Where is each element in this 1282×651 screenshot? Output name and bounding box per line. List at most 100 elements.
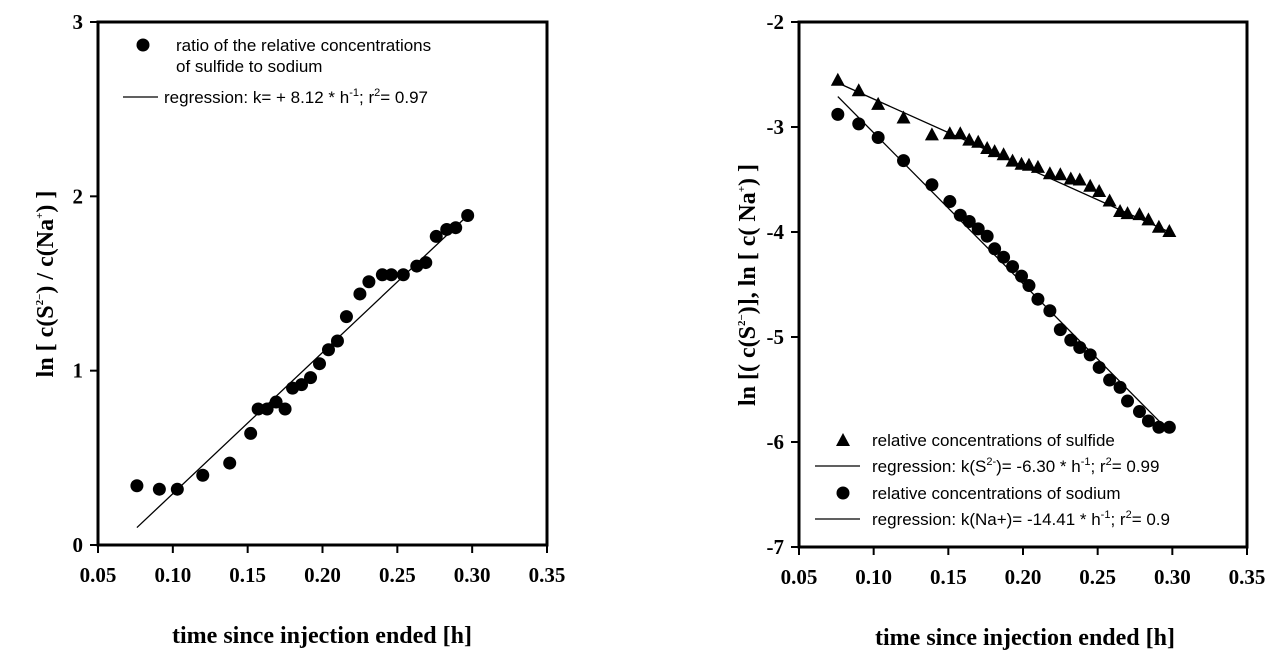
- tick-label-group: 0.05 0.10 0.15 0.20 0.25 0.30 0.35 -2 -3 -4 -5 -6 -7: [767, 10, 1266, 589]
- data-point: [1006, 260, 1020, 274]
- data-point: [1064, 333, 1078, 347]
- data-point: [924, 127, 939, 141]
- tick-label-group: 0.05 0.10 0.15 0.20 0.25 0.30 0.35 0 1 2 3: [73, 10, 566, 587]
- legend: ratio of the relative concentrations of …: [123, 36, 431, 107]
- data-point: [313, 357, 327, 371]
- data-point: [1141, 212, 1156, 226]
- data-point: [260, 402, 274, 416]
- data-point: [831, 107, 845, 121]
- y-axis-label: ln [( c(S2−)], ln [ c( Na+) ]: [735, 164, 761, 406]
- data-point: [1015, 269, 1029, 283]
- data-point: [223, 456, 237, 470]
- data-point: [830, 72, 845, 86]
- data-point: [375, 268, 389, 282]
- y-tick-label: 3: [73, 10, 84, 34]
- data-point: [852, 117, 866, 131]
- data-point: [851, 83, 866, 97]
- y-tick-label: 2: [73, 184, 84, 208]
- y-tick-label: -3: [767, 115, 785, 139]
- x-tick-label: 0.10: [855, 565, 892, 589]
- legend: relative concentrations of sulfide regre…: [815, 431, 1170, 529]
- data-point: [1043, 304, 1057, 318]
- data-point: [1151, 219, 1166, 233]
- y-tick-label: -6: [767, 430, 785, 454]
- chart-right: 0.05 0.10 0.15 0.20 0.25 0.30 0.35 -2 -3 -4 -5 -6 -7…: [735, 10, 1265, 651]
- legend-circle-marker: [836, 486, 850, 500]
- data-point: [130, 479, 144, 493]
- data-point: [871, 131, 885, 144]
- data-point: [429, 229, 443, 243]
- data-point: [1083, 178, 1098, 192]
- legend-label-ratio-line2: of sulfide to sodium: [176, 57, 322, 76]
- y-tick-label: -4: [767, 220, 785, 244]
- y-tick-label: -5: [767, 325, 785, 349]
- data-point: [244, 426, 258, 440]
- data-point: [1132, 405, 1146, 419]
- chart-left: 0.05 0.10 0.15 0.20 0.25 0.30 0.35 0 1 2 3 ratio o…: [33, 10, 565, 649]
- data-point: [988, 242, 1002, 256]
- data-point: [925, 178, 939, 192]
- data-points-sodium: [831, 107, 1176, 434]
- x-tick-label: 0.15: [229, 563, 266, 587]
- x-tick-label: 0.20: [1005, 565, 1042, 589]
- data-point: [1092, 184, 1107, 198]
- data-point: [449, 221, 463, 235]
- x-axis-label: time since injection ended [h]: [875, 625, 1175, 651]
- x-tick-label: 0.10: [154, 563, 191, 587]
- data-point: [1030, 159, 1045, 173]
- data-point: [196, 468, 210, 482]
- y-tick-label: -2: [767, 10, 785, 34]
- data-point: [1152, 420, 1166, 434]
- data-point: [996, 147, 1011, 161]
- data-points: [130, 209, 475, 496]
- data-point: [997, 250, 1011, 264]
- data-point: [1053, 323, 1067, 337]
- x-tick-label: 0.05: [80, 563, 117, 587]
- x-tick-label: 0.15: [930, 565, 967, 589]
- data-point: [1103, 373, 1117, 387]
- data-point: [971, 222, 985, 236]
- data-point: [170, 482, 184, 496]
- data-point: [278, 402, 292, 416]
- data-point: [461, 209, 475, 223]
- x-tick-label: 0.05: [781, 565, 818, 589]
- legend-label-sulfide: relative concentrations of sulfide: [872, 431, 1115, 450]
- legend-circle-marker: [136, 38, 150, 52]
- data-point: [980, 141, 995, 154]
- data-point: [1053, 167, 1068, 181]
- data-point: [1005, 153, 1020, 167]
- data-point: [1083, 348, 1097, 362]
- x-axis-label: time since injection ended [h]: [172, 623, 472, 649]
- data-point: [396, 268, 410, 282]
- data-point: [1021, 157, 1036, 171]
- data-point: [321, 343, 335, 357]
- data-point: [384, 268, 398, 282]
- data-point: [980, 229, 994, 243]
- data-point: [152, 482, 166, 496]
- y-axis-label: ln [ c(S2−) / c(Na+) ]: [33, 191, 59, 378]
- legend-label-sodium: relative concentrations of sodium: [872, 484, 1121, 503]
- data-point: [1072, 172, 1087, 186]
- data-point: [1042, 166, 1057, 180]
- tick-group: [791, 21, 1248, 555]
- data-point: [1162, 420, 1176, 434]
- x-tick-label: 0.35: [1229, 565, 1266, 589]
- y-tick-label: 1: [73, 359, 84, 383]
- legend-triangle-marker: [836, 433, 850, 446]
- data-point: [362, 275, 376, 289]
- data-point: [269, 395, 283, 409]
- data-point: [1102, 193, 1117, 207]
- data-point: [1120, 206, 1135, 220]
- data-point: [1031, 292, 1045, 306]
- y-tick-label: -7: [767, 535, 785, 559]
- x-tick-label: 0.30: [454, 563, 491, 587]
- data-points-sulfide: [830, 72, 1177, 237]
- data-point: [1132, 207, 1147, 221]
- data-point: [942, 126, 957, 140]
- data-point: [897, 154, 911, 168]
- legend-label-regression-sulfide: regression: k(S2-)= -6.30 * h-1; r2= 0.9…: [872, 456, 1159, 476]
- legend-label-regression-sodium: regression: k(Na+)= -14.41 * h-1; r2= 0.…: [872, 509, 1170, 529]
- data-point: [943, 195, 957, 209]
- data-point: [353, 287, 367, 301]
